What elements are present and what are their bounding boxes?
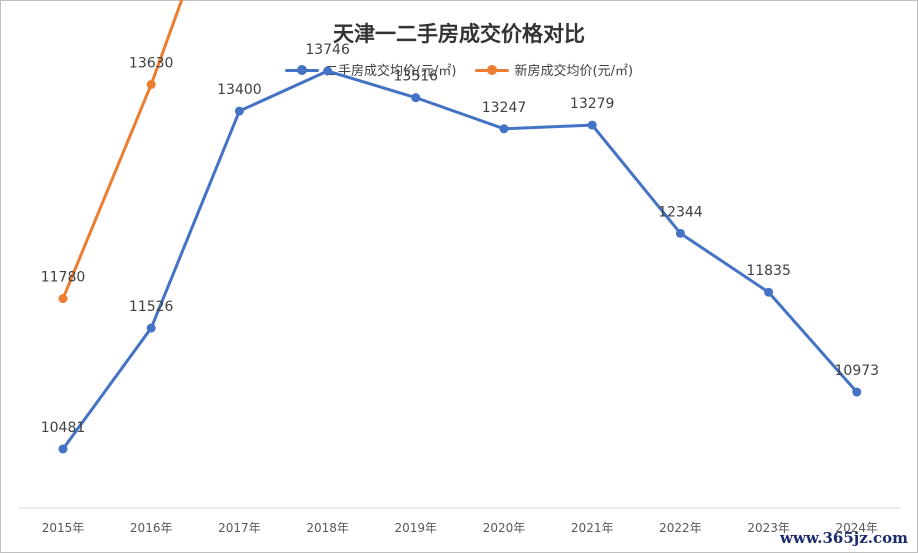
data-label-0: 13746 [305,42,350,58]
legend-swatch-new [474,64,509,76]
watermark: www.365jz.com [780,529,908,547]
legend-label-secondhand: 二手房成交均价(元/㎡) [324,64,457,79]
data-label-0: 13516 [394,69,439,85]
x-tick-label: 2021年 [571,521,614,535]
x-tick-label: 2024年 [836,521,879,535]
data-label-0: 11526 [129,299,174,315]
x-tick-label: 2020年 [483,521,526,535]
data-point-0 [587,120,597,130]
series-line-0 [61,69,859,451]
x-tick-label: 2023年 [747,521,790,535]
data-point-0 [234,106,244,116]
x-tick-label: 2017年 [218,521,261,535]
data-label-0: 13279 [570,96,615,112]
data-label-0: 12344 [658,204,703,220]
data-point-0 [675,228,685,238]
data-point-0 [764,287,774,297]
data-label-0: 10973 [835,363,880,379]
data-label-1: 11780 [41,270,86,286]
data-point-0 [852,387,862,397]
data-point-1 [146,79,156,89]
data-point-1 [58,294,68,304]
x-tick-label: 2022年 [659,521,702,535]
data-point-0 [146,323,156,333]
data-point-0 [499,124,509,134]
legend-label-new: 新房成交均价(元/㎡) [514,64,634,79]
x-tick-label: 2019年 [395,521,438,535]
data-point-0 [58,444,68,454]
x-tick-label: 2018年 [306,521,349,535]
data-label-0: 13400 [217,82,262,98]
x-tick-label: 2016年 [130,521,173,535]
data-label-1: 13630 [129,55,174,71]
legend-item-new: 新房成交均价(元/㎡) [474,60,634,79]
data-point-0 [411,93,421,103]
x-tick-label: 2015年 [42,521,85,535]
data-label-0: 13247 [482,100,527,116]
data-point-0 [323,66,333,76]
data-label-0: 11835 [746,263,791,279]
chart-legend: 二手房成交均价(元/㎡) 新房成交均价(元/㎡) [0,60,918,79]
chart-title: 天津一二手房成交价格对比 [333,22,585,46]
legend-swatch-secondhand [284,64,319,76]
data-label-0: 10481 [41,420,86,436]
legend-item-secondhand: 二手房成交均价(元/㎡) [284,60,457,79]
